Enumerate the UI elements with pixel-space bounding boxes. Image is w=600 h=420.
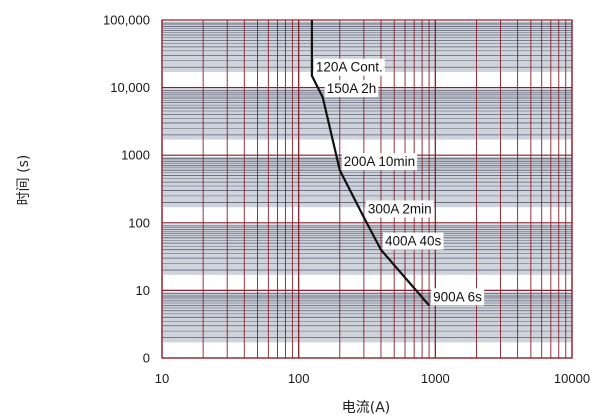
annotation: 150A 2h bbox=[324, 80, 379, 98]
y-tick-label: 10 bbox=[136, 283, 150, 298]
x-tick-label: 10000 bbox=[554, 371, 590, 386]
x-tick-label: 10 bbox=[155, 371, 169, 386]
annotation-background bbox=[324, 80, 379, 98]
annotation-label: 400A 40s bbox=[385, 234, 442, 249]
annotation-label: 200A 10min bbox=[344, 154, 415, 169]
annotation-background bbox=[382, 232, 444, 250]
grid bbox=[161, 20, 573, 359]
y-tick-label: 100 bbox=[128, 215, 150, 230]
annotation: 300A 2min bbox=[365, 200, 434, 218]
annotation-background bbox=[431, 288, 485, 306]
x-axis-title: 电流(A) bbox=[342, 400, 391, 416]
y-tick-label: 10,000 bbox=[110, 80, 150, 95]
annotation-background bbox=[365, 200, 434, 218]
tick-labels: 10 100 1000 10000 0 10 100 1000 10,000 100,000 bbox=[103, 13, 590, 387]
annotation: 200A 10min bbox=[341, 153, 418, 171]
annotation: 400A 40s bbox=[382, 232, 444, 250]
x-tick-label: 100 bbox=[288, 371, 310, 386]
annotations: 120A Cont. 150A 2h 200A 10min 300A 2min 400A… bbox=[313, 58, 485, 306]
annotation: 120A Cont. bbox=[313, 58, 385, 76]
y-axis-title: 时间 (s) bbox=[16, 155, 32, 206]
annotation: 900A 6s bbox=[431, 288, 485, 306]
y-tick-label: 1000 bbox=[121, 148, 150, 163]
x-tick-label: 1000 bbox=[421, 371, 450, 386]
annotation-label: 300A 2min bbox=[368, 201, 432, 216]
y-tick-label: 100,000 bbox=[103, 13, 150, 28]
annotation-background bbox=[341, 153, 418, 171]
annotation-label: 150A 2h bbox=[327, 81, 377, 96]
curve-layer bbox=[310, 19, 430, 307]
annotation-background bbox=[313, 58, 385, 76]
annotation-label: 120A Cont. bbox=[316, 60, 383, 75]
annotation-label: 900A 6s bbox=[433, 289, 482, 304]
y-tick-label: 0 bbox=[143, 351, 150, 366]
